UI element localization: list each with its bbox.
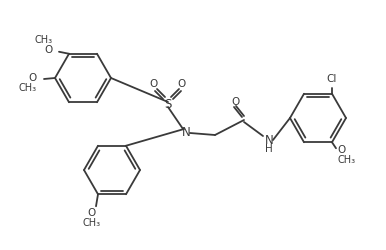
Text: N: N <box>265 134 273 146</box>
Text: Cl: Cl <box>327 74 337 84</box>
Text: S: S <box>164 98 172 110</box>
Text: CH₃: CH₃ <box>35 35 53 45</box>
Text: O: O <box>150 79 158 89</box>
Text: O: O <box>29 73 37 83</box>
Text: O: O <box>45 45 53 55</box>
Text: CH₃: CH₃ <box>337 155 355 165</box>
Text: N: N <box>182 126 190 140</box>
Text: O: O <box>337 145 345 155</box>
Text: CH₃: CH₃ <box>19 83 37 93</box>
Text: CH₃: CH₃ <box>83 218 101 228</box>
Text: H: H <box>265 144 273 154</box>
Text: O: O <box>232 97 240 107</box>
Text: O: O <box>88 208 96 218</box>
Text: O: O <box>178 79 186 89</box>
